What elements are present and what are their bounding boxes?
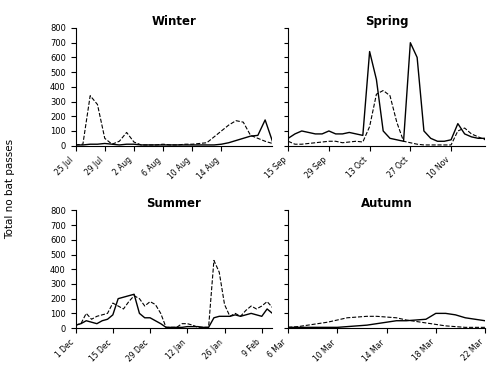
Title: Summer: Summer [146, 197, 202, 211]
Title: Winter: Winter [152, 15, 196, 28]
Text: Total no bat passes: Total no bat passes [5, 139, 15, 239]
Title: Autumn: Autumn [360, 197, 412, 211]
Title: Spring: Spring [365, 15, 408, 28]
